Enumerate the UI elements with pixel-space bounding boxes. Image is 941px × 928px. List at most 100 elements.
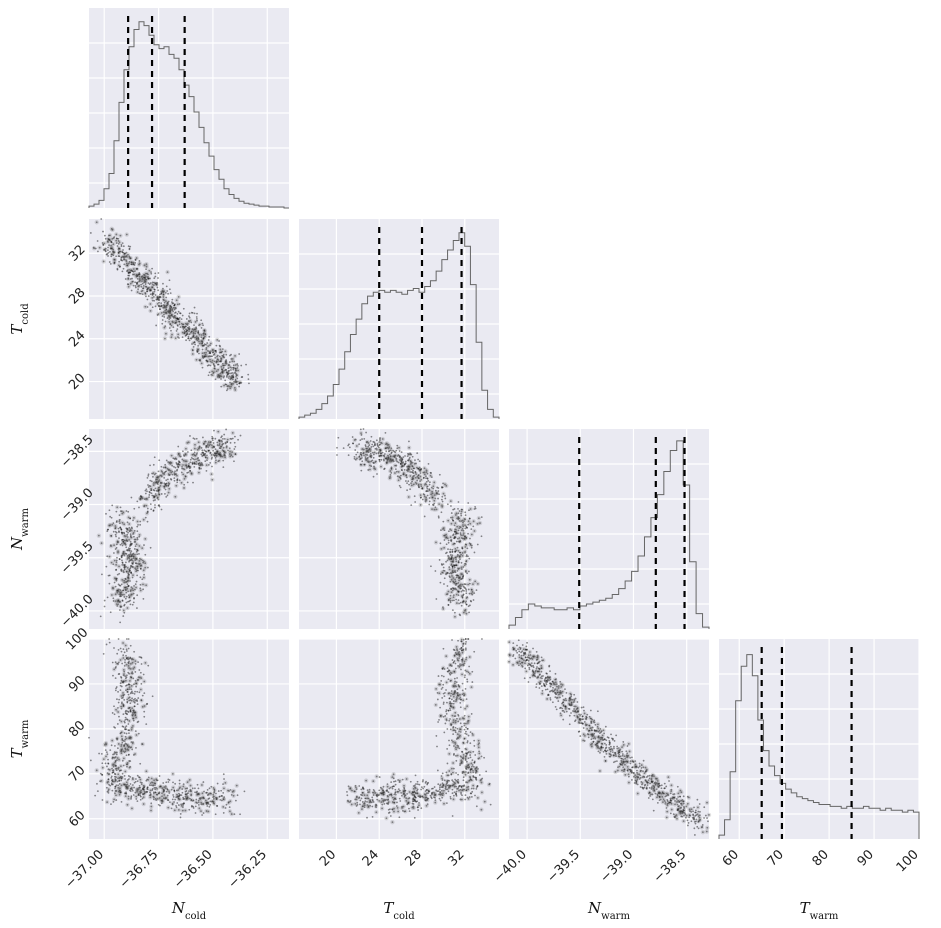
sample-point	[152, 463, 155, 466]
sample-point	[205, 343, 207, 346]
sample-point	[144, 281, 147, 283]
sample-point	[135, 268, 138, 271]
density-cell	[91, 246, 97, 251]
density-cell	[119, 746, 125, 752]
sample-point	[103, 242, 106, 245]
sample-point	[232, 376, 235, 379]
density-cell	[168, 461, 173, 466]
sample-point	[245, 363, 247, 366]
sample-point	[122, 256, 125, 259]
density-cell	[111, 797, 117, 802]
sample-point	[442, 563, 445, 566]
sample-point	[120, 257, 123, 259]
sample-point	[202, 324, 204, 327]
density-cell	[165, 269, 170, 275]
density-cell	[173, 494, 178, 499]
density-cell	[452, 586, 457, 592]
sample-point	[123, 258, 126, 261]
density-cell	[137, 675, 143, 680]
density-cell	[123, 769, 128, 774]
sample-point	[145, 275, 147, 278]
density-cell	[210, 372, 215, 378]
sample-point	[441, 500, 444, 503]
sample-point	[229, 441, 232, 444]
sample-point	[351, 436, 354, 438]
sample-point	[195, 338, 198, 341]
sample-point	[149, 546, 152, 549]
sample-point	[195, 316, 198, 318]
density-cell	[416, 482, 421, 487]
sample-point	[215, 792, 217, 795]
sample-point	[372, 456, 375, 459]
sample-point	[182, 796, 185, 799]
sample-point	[451, 548, 454, 551]
sample-point	[117, 264, 120, 267]
sample-point	[125, 674, 128, 677]
sample-point	[197, 330, 200, 332]
sample-point	[129, 257, 132, 260]
density-cell	[202, 334, 208, 339]
density-cell	[428, 473, 433, 478]
sample-point	[105, 253, 108, 256]
density-cell	[211, 444, 216, 449]
density-cell	[190, 347, 195, 353]
density-cell	[387, 444, 392, 450]
sample-point	[189, 458, 192, 461]
density-cell	[103, 740, 109, 746]
sample-point	[374, 447, 377, 450]
sample-point	[131, 270, 134, 273]
density-cell	[193, 331, 198, 336]
sample-point	[147, 474, 150, 477]
sample-point	[198, 352, 200, 355]
density-cell	[204, 808, 209, 814]
sample-point	[145, 286, 148, 288]
sample-point	[146, 507, 149, 510]
sample-point	[348, 446, 351, 449]
sample-point	[168, 801, 171, 804]
density-cell	[136, 284, 141, 289]
density-cell	[229, 376, 234, 381]
sample-point	[213, 371, 215, 374]
sample-point	[222, 356, 225, 358]
sample-point	[140, 276, 143, 278]
panel-Tcold-Twarm	[299, 637, 499, 839]
density-cell	[212, 788, 217, 793]
density-cell	[196, 440, 201, 445]
density-cell	[220, 354, 226, 360]
sample-point	[121, 725, 124, 728]
sample-point	[227, 384, 229, 387]
sample-point	[176, 468, 179, 471]
sample-point	[172, 302, 175, 305]
sample-point	[421, 498, 424, 501]
sample-point	[133, 693, 136, 695]
sample-point	[124, 712, 127, 715]
sample-point	[455, 598, 458, 601]
sample-point	[449, 548, 452, 551]
density-cell	[126, 695, 131, 701]
sample-point	[143, 276, 145, 279]
density-cell	[111, 542, 117, 548]
sample-point	[465, 588, 467, 591]
sample-point	[170, 306, 173, 308]
density-cell	[352, 437, 357, 443]
sample-point	[208, 797, 211, 800]
sample-point	[439, 542, 442, 545]
density-cell	[115, 505, 120, 510]
density-cell	[124, 232, 129, 237]
sample-point	[152, 791, 155, 794]
density-cell	[211, 794, 217, 799]
sample-point	[122, 713, 125, 716]
sample-point	[112, 251, 115, 254]
sample-point	[197, 348, 199, 351]
sample-point	[122, 648, 125, 651]
sample-point	[107, 791, 110, 794]
sample-point	[158, 299, 161, 301]
density-cell	[408, 473, 413, 479]
density-cell	[183, 459, 188, 464]
sample-point	[182, 328, 185, 330]
sample-point	[441, 486, 443, 489]
sample-point	[158, 296, 161, 298]
sample-point	[188, 463, 190, 465]
density-cell	[126, 267, 132, 273]
density-cell	[464, 558, 469, 564]
